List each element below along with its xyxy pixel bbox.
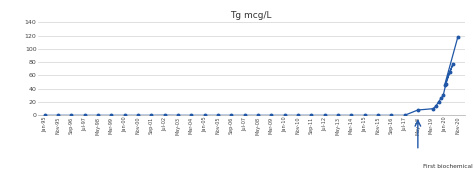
Text: First biochemical recurrence: First biochemical recurrence bbox=[423, 164, 474, 169]
Title: Tg mcg/L: Tg mcg/L bbox=[230, 11, 272, 20]
Legend: Tg: Tg bbox=[169, 185, 196, 186]
